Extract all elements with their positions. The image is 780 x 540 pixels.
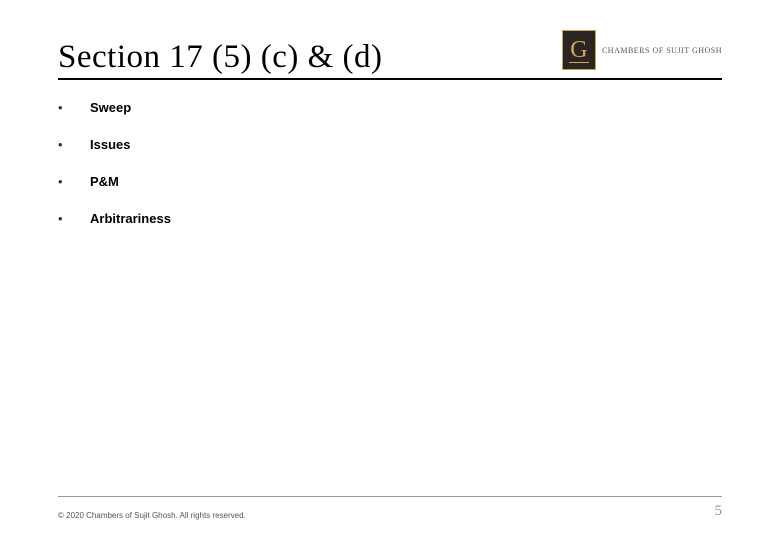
page-number: 5 <box>715 503 723 520</box>
bullet-icon: • <box>58 211 90 226</box>
page-title: Section 17 (5) (c) & (d) <box>58 39 383 76</box>
logo-letter: G <box>570 38 587 62</box>
list-item: • Sweep <box>58 100 722 115</box>
list-item: • P&M <box>58 174 722 189</box>
list-item: • Arbitrariness <box>58 211 722 226</box>
logo-icon: G <box>562 30 596 70</box>
logo-text: CHAMBERS OF SUJIT GHOSH <box>602 46 722 55</box>
bullet-label: Issues <box>90 137 130 152</box>
copyright-text: © 2020 Chambers of Sujit Ghosh. All righ… <box>58 511 246 520</box>
bullet-icon: • <box>58 174 90 189</box>
bullet-icon: • <box>58 137 90 152</box>
list-item: • Issues <box>58 137 722 152</box>
logo-underline-icon <box>569 61 589 63</box>
bullet-list: • Sweep • Issues • P&M • Arbitrariness <box>58 100 722 226</box>
bullet-label: Sweep <box>90 100 131 115</box>
bullet-icon: • <box>58 100 90 115</box>
content-area: • Sweep • Issues • P&M • Arbitrariness <box>58 100 722 248</box>
header: Section 17 (5) (c) & (d) G CHAMBERS OF S… <box>58 30 722 80</box>
slide: Section 17 (5) (c) & (d) G CHAMBERS OF S… <box>0 0 780 540</box>
bullet-label: P&M <box>90 174 119 189</box>
footer: © 2020 Chambers of Sujit Ghosh. All righ… <box>58 496 722 520</box>
bullet-label: Arbitrariness <box>90 211 171 226</box>
logo-block: G CHAMBERS OF SUJIT GHOSH <box>562 30 722 76</box>
